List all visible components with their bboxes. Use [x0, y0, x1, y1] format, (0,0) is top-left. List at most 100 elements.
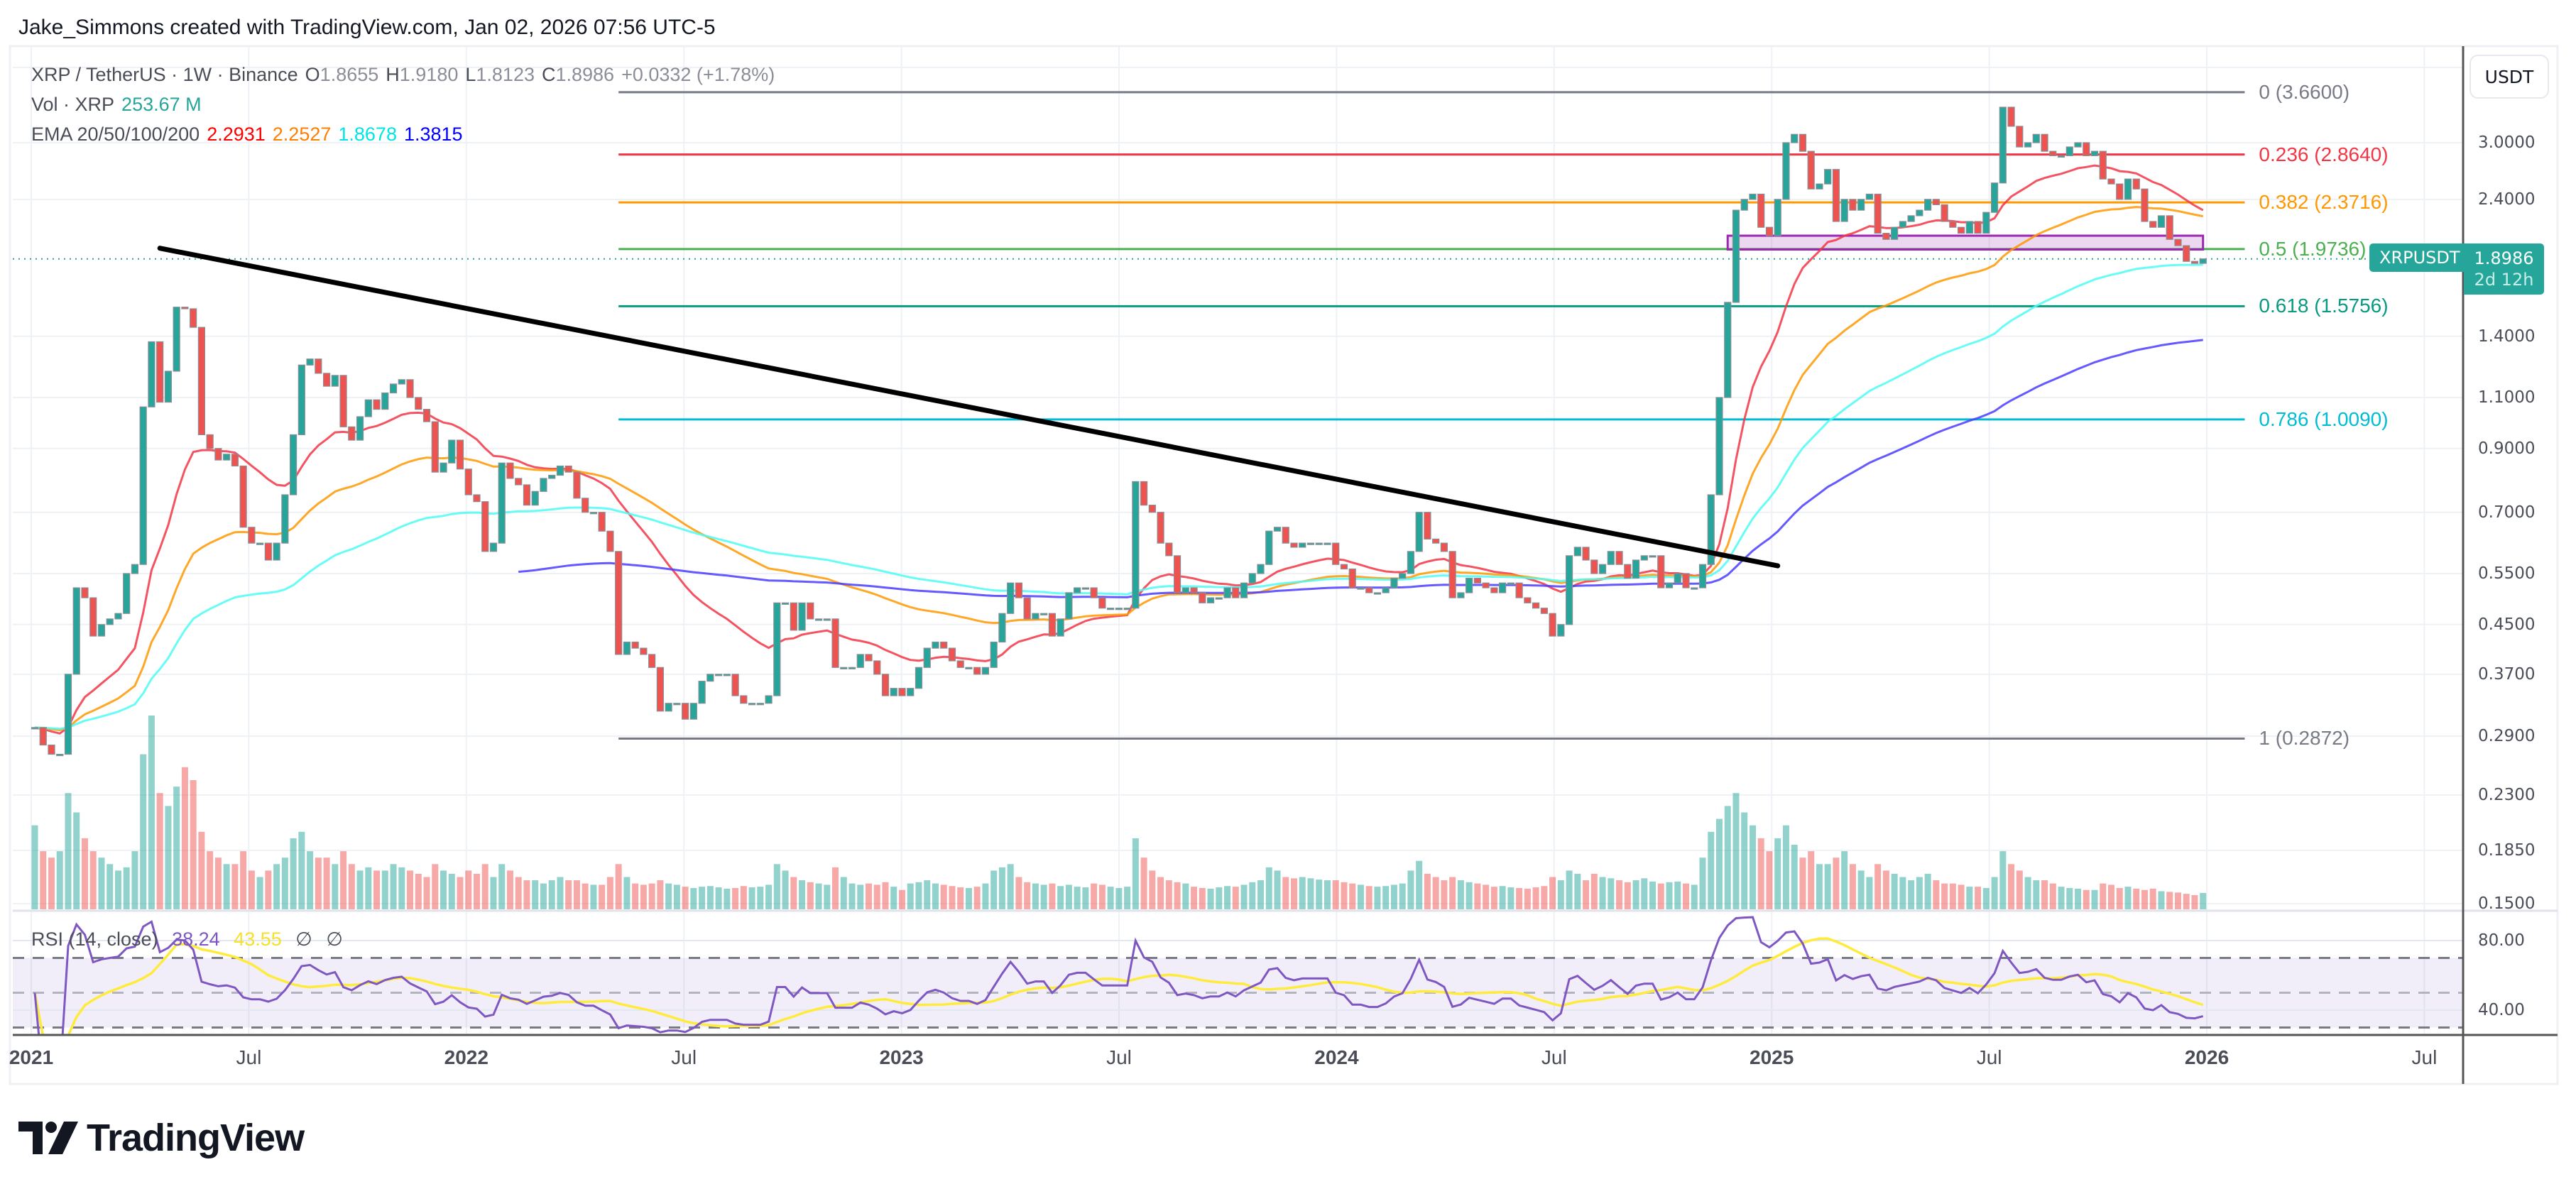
candle: [1849, 199, 1857, 211]
candle: [1023, 597, 1031, 620]
volume-bar: [1349, 883, 1356, 909]
volume-bar: [298, 831, 305, 909]
currency-button[interactable]: USDT: [2469, 55, 2549, 99]
volume-bar: [457, 877, 464, 909]
candle: [781, 602, 790, 605]
time-tick-label: Jul: [1976, 1046, 2002, 1068]
fib-label: 0 (3.6600): [2259, 80, 2350, 103]
volume-bar: [1699, 857, 1706, 909]
volume-bar: [632, 883, 639, 909]
candle: [1482, 582, 1490, 588]
price-tick-label: 0.1850: [2478, 840, 2536, 860]
volume-bar: [866, 883, 872, 909]
volume-bar: [1824, 864, 1831, 909]
rsi-legend[interactable]: RSI (14, close) 38.24 43.55 ∅ ∅: [31, 928, 351, 950]
candle: [164, 371, 173, 403]
candle: [431, 421, 439, 473]
candle: [1732, 209, 1740, 303]
candle: [898, 688, 906, 696]
price-tick-label: 0.2300: [2478, 785, 2536, 804]
candle: [1390, 577, 1398, 588]
volume-bar: [1040, 884, 1047, 909]
volume-bar: [773, 864, 780, 909]
volume-bar: [748, 887, 755, 909]
time-tick-label: 2026: [2184, 1046, 2230, 1068]
volume-bar: [1732, 793, 1740, 909]
volume-bar: [623, 877, 631, 909]
volume-bar: [1174, 882, 1181, 909]
trendline-segment[interactable]: [157, 246, 1781, 569]
candle: [97, 624, 106, 637]
volume-bar: [1124, 887, 1131, 909]
candle: [356, 416, 364, 441]
volume-bar: [1007, 864, 1014, 909]
fib-retracement[interactable]: [618, 91, 2245, 740]
candle: [2049, 150, 2057, 156]
volume-bar: [1924, 873, 1931, 909]
candle: [181, 307, 189, 309]
candle: [406, 379, 414, 398]
volume-bar: [2166, 892, 2173, 909]
candle: [973, 667, 981, 675]
rsi-flag-2: ∅: [326, 928, 343, 950]
support-zone-rect[interactable]: [1726, 234, 2205, 251]
candle: [264, 542, 272, 561]
candle: [339, 375, 347, 427]
volume-bar: [1457, 880, 1464, 909]
volume-bar: [1265, 867, 1272, 909]
candle: [1765, 226, 1774, 236]
volume-bar: [1341, 882, 1348, 909]
fib-label: 0.618 (1.5756): [2259, 295, 2389, 317]
volume-bar: [924, 880, 931, 909]
trendline[interactable]: [157, 246, 1781, 569]
candle: [2116, 183, 2124, 200]
candle: [589, 512, 598, 515]
volume-bar: [1849, 864, 1856, 909]
rsi-value: 38.24: [172, 928, 220, 950]
candle: [1399, 573, 1407, 579]
volume-bar: [114, 870, 121, 909]
candle: [1040, 613, 1048, 615]
candle: [1949, 221, 1957, 228]
candle: [2190, 261, 2199, 264]
candle: [1999, 106, 2007, 184]
rsi-flag-1: ∅: [295, 928, 312, 950]
candle: [1749, 193, 1757, 200]
candle: [1907, 215, 1915, 222]
volume-bar: [1782, 825, 1789, 909]
volume-bar: [1975, 887, 1982, 909]
ema-100-value: 1.8678: [338, 124, 397, 145]
volume-bar: [1949, 883, 1956, 909]
volume-bar: [1791, 845, 1798, 909]
candle: [1615, 551, 1623, 565]
volume-bar: [2075, 888, 2082, 909]
candle: [673, 703, 681, 706]
symbol-title[interactable]: XRP / TetherUS · 1W · Binance: [31, 64, 298, 85]
price-tick-label: 0.9000: [2478, 439, 2536, 458]
volume-bar: [1157, 877, 1164, 909]
candle: [381, 392, 389, 410]
volume-bar: [448, 873, 455, 909]
candle: [573, 471, 581, 499]
ema-legend[interactable]: EMA 20/50/100/200 2.2931 2.2527 1.8678 1…: [31, 124, 470, 146]
volume-bar: [1416, 860, 1423, 909]
candle: [765, 695, 773, 704]
volume-legend[interactable]: Vol · XRP 253.67 M: [31, 94, 209, 116]
support-zone[interactable]: [13, 234, 2463, 260]
candle: [714, 674, 723, 676]
low-value: 1.8123: [476, 64, 535, 85]
candle: [840, 667, 848, 669]
volume-bar: [915, 882, 922, 909]
volume-bar: [356, 870, 364, 909]
last-price: 1.8986: [2474, 248, 2534, 268]
candle: [248, 527, 256, 544]
candle: [2199, 258, 2207, 264]
candle: [1215, 597, 1223, 600]
volume-bar: [231, 864, 239, 909]
candle: [190, 308, 197, 328]
tradingview-logo[interactable]: TradingView: [18, 1116, 305, 1160]
candle: [489, 542, 498, 552]
